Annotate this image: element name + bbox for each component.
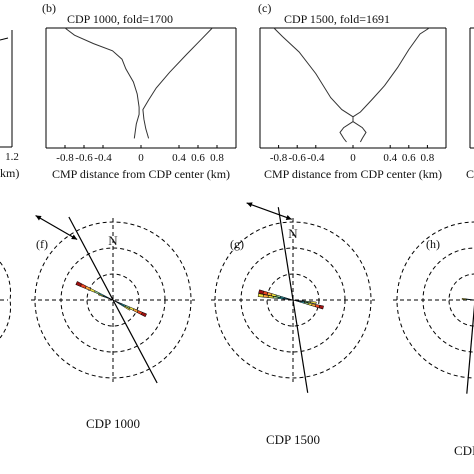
panel-b-xtick-label: 0 [138,152,144,164]
panel-c: (c) CDP 1500, fold=1691 -0.8 -0.6 -0.4 0 0.4… [258,1,447,181]
panel-b-curve-1 [142,27,213,139]
panel-h-orientation-line [466,304,474,394]
panel-g: (g) N CDP 1500 [211,202,375,447]
panel-d-fragment: C [466,27,474,181]
panel-f: (f) N CDP 1000 [31,214,195,431]
panel-c-xtick-label: -0.8 [270,152,288,164]
panel-c-xtick-label: 0.6 [402,152,416,164]
panel-b-label: (b) [42,1,56,15]
panel-g-label: (g) [230,237,244,251]
panel-h: (h) CDI [393,221,474,458]
svg-text:C: C [466,167,474,181]
panel-c-xtick-label: -0.6 [288,152,306,164]
panel-f-caption: CDP 1000 [86,416,140,431]
panel-c-xtick-label: -0.4 [307,152,325,164]
panel-g-petal-1-segment [257,293,264,298]
panel-b: (b) CDP 1000, fold=1700 -0.8 -0.6 -0.4 0 0.4… [42,1,237,181]
panel-f-orientation-line [68,216,158,384]
panel-g-arrowhead [246,202,253,208]
panel-b-xtick-label: 0.6 [191,152,205,164]
panel-f-label: (f) [36,237,48,251]
panel-c-curve-1 [352,27,430,143]
panel-g-caption: CDP 1500 [266,432,320,447]
panel-g-arrowhead [285,215,292,220]
panel-g-petal-0-segment [258,289,264,295]
panel-f-arrowhead [35,215,42,221]
panel-a-xlabel-fragment: km) [0,166,19,180]
panel-c-curve-0 [273,27,354,143]
panel-b-curve-0 [64,27,140,139]
panel-a-tick-label: 1.2 [5,151,19,163]
panel-b-title: CDP 1000, fold=1700 [67,12,173,26]
panel-b-xtick-label: 0.4 [172,152,186,164]
panel-b-xtick-label: -0.8 [56,152,74,164]
panel-c-label: (c) [258,1,271,15]
panel-g-direction-arrow [246,202,292,220]
panel-f-petal-3-segment [123,305,131,311]
panel-f-petal-1-segment [97,293,104,297]
panel-h-label: (h) [426,237,440,251]
panel-a: 1.2 km) [0,30,19,180]
panel-c-xtick-label: 0.8 [421,152,435,164]
panel-f-petal-0-segment [75,281,83,287]
panel-f-arrowhead [71,234,78,240]
panel-f-petal-2-segment [140,311,147,318]
panel-c-xtick-label: 0 [350,152,356,164]
panel-b-xtick-label: 0.8 [210,152,224,164]
panel-e-fragment [0,261,12,339]
panel-b-xtick-label: -0.6 [75,152,93,164]
panel-g-petal-3-segment [310,301,317,304]
panel-b-xtick-label: -0.4 [94,152,112,164]
panel-c-xlabel: CMP distance from CDP center (km) [264,167,442,181]
panel-b-xlabel: CMP distance from CDP center (km) [52,167,230,181]
panel-h-caption-fragment: CDI [454,443,474,458]
panel-g-north-label: N [288,226,298,241]
panel-f-direction-arrow [35,214,78,241]
panel-f-north-label: N [108,233,118,248]
panel-h-petal-0-segment [461,298,467,300]
panel-c-xtick-label: 0.4 [383,152,397,164]
panel-c-title: CDP 1500, fold=1691 [284,12,390,26]
panel-g-petal-2-segment [318,304,324,310]
panel-g-orientation-line [277,207,309,393]
